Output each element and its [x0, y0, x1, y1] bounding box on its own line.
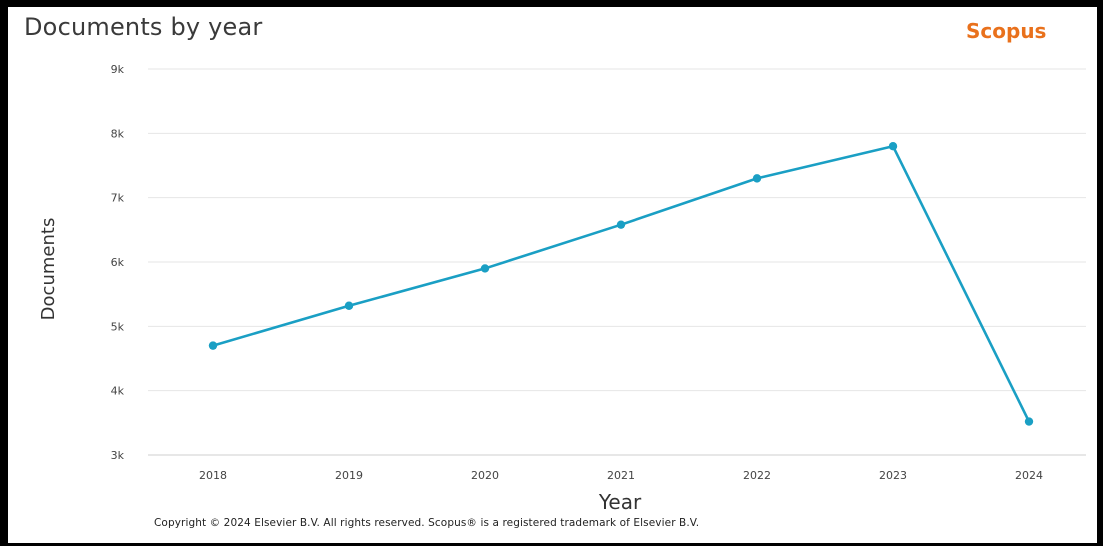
chart-title: Documents by year [24, 13, 263, 41]
y-tick-label: 7k [111, 192, 125, 205]
y-tick-label: 8k [111, 127, 125, 140]
y-tick-label: 5k [111, 320, 125, 333]
x-axis-title: Year [598, 490, 642, 514]
series-line [212, 144, 1031, 423]
data-point [888, 142, 898, 151]
data-point [344, 301, 354, 310]
scopus-brand-label: Scopus [966, 19, 1047, 43]
x-tick-label: 2019 [335, 469, 363, 482]
data-point [480, 264, 490, 273]
line-chart: 3k 4k 5k 6k 7k 8k 9k 2018 2019 2020 2021 2022 2023 20… [38, 63, 1086, 514]
data-point [752, 174, 762, 183]
chart-panel: Documents by year Scopus 3k 4k 5k 6k 7k 8k 9k 2… [8, 7, 1097, 543]
x-tick-label: 2023 [879, 469, 907, 482]
y-tick-label: 4k [111, 385, 125, 398]
data-point [208, 341, 218, 350]
copyright-notice: Copyright © 2024 Elsevier B.V. All right… [154, 517, 700, 529]
y-tick-label: 9k [111, 63, 125, 76]
x-tick-label: 2018 [199, 469, 227, 482]
data-point [616, 220, 626, 229]
x-tick-label: 2024 [1015, 469, 1043, 482]
x-tick-label: 2022 [743, 469, 771, 482]
x-tick-label: 2020 [471, 469, 499, 482]
y-tick-label: 3k [111, 449, 125, 462]
x-tick-label: 2021 [607, 469, 635, 482]
y-axis-title: Documents [38, 218, 59, 321]
y-tick-label: 6k [111, 256, 125, 269]
data-point [1024, 417, 1034, 426]
